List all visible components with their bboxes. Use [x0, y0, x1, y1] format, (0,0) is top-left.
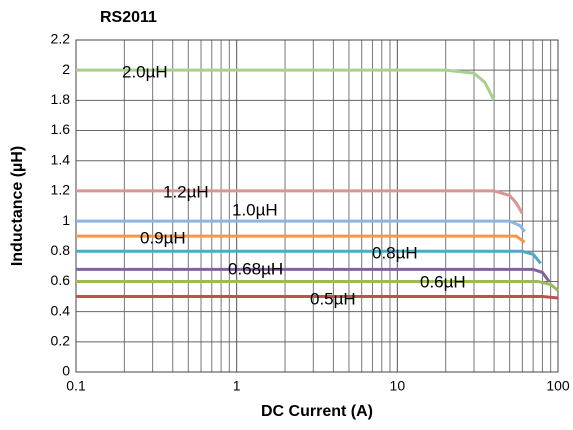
series-line: [76, 249, 542, 265]
y-tick-label: 0.2: [51, 333, 71, 349]
series-label: 0.9µH: [140, 228, 186, 247]
series-label: 0.6µH: [420, 272, 466, 291]
x-tick-label: 1: [233, 378, 241, 394]
chart-title: RS2011: [100, 9, 157, 26]
x-tick-label: 100: [546, 378, 570, 394]
series-label: 0.5µH: [310, 289, 356, 308]
series-line: [76, 219, 526, 233]
series-label: 0.68µH: [228, 259, 283, 278]
series-line: [76, 189, 524, 215]
x-tick-label: 0.1: [66, 378, 86, 394]
series-line: [76, 295, 559, 300]
y-tick-label: 1.2: [51, 182, 71, 198]
y-tick-label: 1: [62, 212, 70, 228]
y-tick-label: 0: [62, 363, 70, 379]
y-tick-label: 0.8: [51, 242, 71, 258]
series-line: [76, 234, 526, 244]
series-line: [76, 68, 496, 102]
plot-frame: [75, 39, 559, 373]
y-axis-label: Inductance (µH): [9, 146, 26, 266]
y-tick-label: 1.6: [51, 121, 71, 137]
y-tick-label: 2.2: [51, 31, 71, 47]
y-tick-label: 1.8: [51, 91, 71, 107]
series-line: [76, 267, 551, 283]
x-axis-label: DC Current (A): [261, 403, 373, 420]
series-label: 0.8µH: [372, 243, 418, 262]
y-tick-label: 1.4: [51, 151, 71, 167]
series-label: 1.2µH: [163, 182, 209, 201]
series-label: 2.0µH: [122, 62, 168, 81]
y-tick-label: 0.6: [51, 272, 71, 288]
y-tick-label: 0.4: [51, 302, 71, 318]
series-line: [76, 279, 559, 292]
series-label: 1.0µH: [232, 200, 278, 219]
y-tick-label: 2: [62, 61, 70, 77]
x-tick-label: 10: [390, 378, 406, 394]
